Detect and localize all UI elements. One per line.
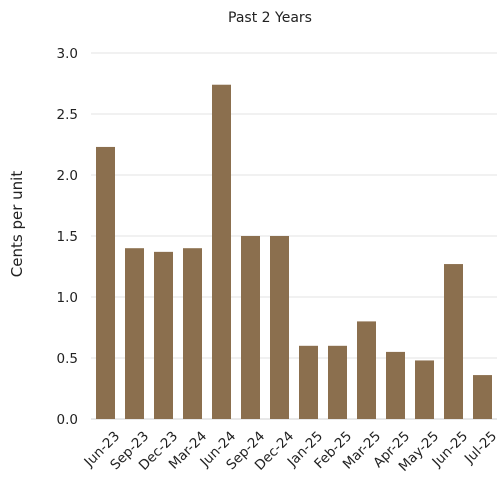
bar xyxy=(299,345,318,419)
x-axis-ticks: Jun-23Sep-23Dec-23Mar-24Jun-24Sep-24Dec-… xyxy=(81,428,500,474)
y-tick-label: 3.0 xyxy=(57,46,78,62)
bar xyxy=(183,248,202,419)
bar xyxy=(212,84,231,419)
bars xyxy=(96,84,492,419)
y-axis-ticks: 0.0 0.5 1.0 1.5 2.0 2.5 3.0 xyxy=(57,46,78,428)
y-tick-label: 0.0 xyxy=(57,412,78,428)
bar xyxy=(270,236,289,419)
chart-title: Past 2 Years xyxy=(228,10,312,26)
bar xyxy=(357,321,376,419)
y-tick-label: 1.5 xyxy=(57,229,78,245)
x-tick-label: Jul-25 xyxy=(461,428,500,467)
y-tick-label: 1.0 xyxy=(57,290,78,306)
bar xyxy=(415,360,434,419)
y-tick-label: 0.5 xyxy=(57,351,78,367)
y-tick-label: 2.0 xyxy=(57,168,78,184)
bar xyxy=(125,248,144,419)
bar xyxy=(241,236,260,419)
bar xyxy=(444,264,463,419)
bar xyxy=(154,251,173,419)
bar xyxy=(473,375,492,419)
y-tick-label: 2.5 xyxy=(57,107,78,123)
bar xyxy=(328,345,347,419)
y-axis-label: Cents per unit xyxy=(8,171,26,278)
gridlines xyxy=(91,52,497,420)
bar xyxy=(386,351,405,419)
bar xyxy=(96,146,115,419)
